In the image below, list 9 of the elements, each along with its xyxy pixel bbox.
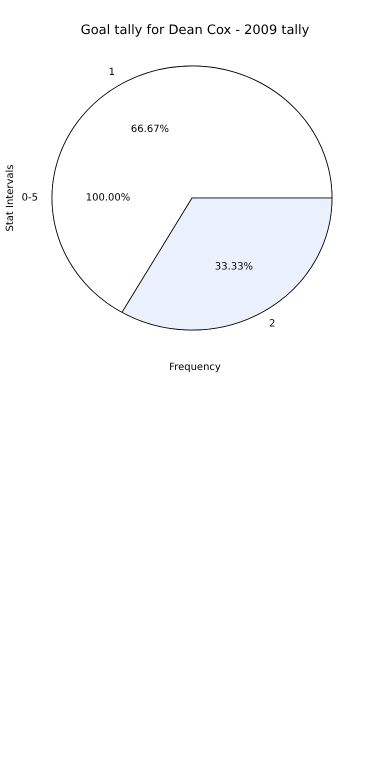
data-label: 100.00% xyxy=(86,192,130,204)
data-label: 66.67% xyxy=(130,124,170,136)
chart-title: Goal tally for Dean Cox - 2009 tally xyxy=(80,23,310,38)
text: Frequency xyxy=(169,362,221,373)
data-label: 33.33% xyxy=(214,261,254,272)
text: Stat Intervals xyxy=(5,164,16,232)
slice-label: 2 xyxy=(269,318,276,330)
slice-label: 0-5 xyxy=(22,192,38,204)
slice-label: 1 xyxy=(108,66,115,78)
